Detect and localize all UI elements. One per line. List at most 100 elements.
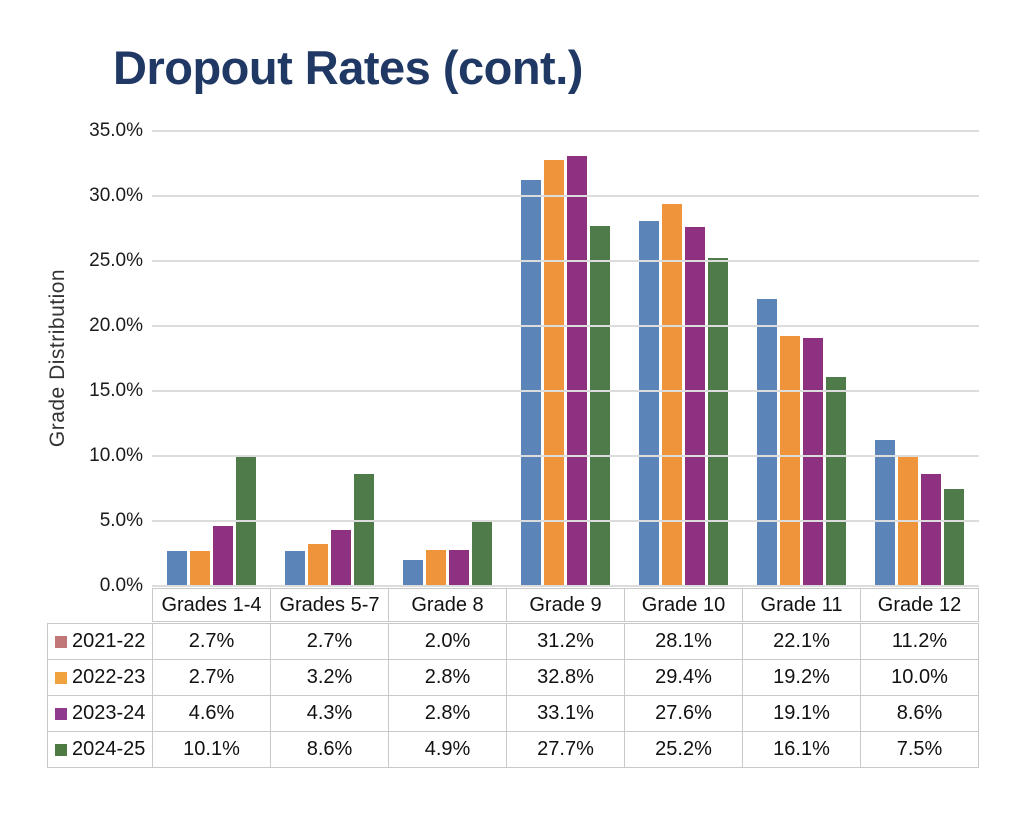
page-title: Dropout Rates (cont.) (113, 41, 583, 94)
column-header-grade-11: Grade 11 (743, 589, 860, 621)
bar-2021-22-grades-5-7 (284, 550, 305, 586)
legend-label: 2022-23 (72, 666, 146, 688)
value-cell-2022-23-grade-10: 29.4% (625, 660, 742, 695)
y-tick-label: 35.0% (89, 120, 143, 141)
gridline (152, 455, 979, 458)
legend-cell-2021-22: 2021-22 (48, 624, 152, 659)
y-tick-label: 20.0% (89, 315, 143, 337)
bar-2024-25-grades-5-7 (353, 474, 374, 586)
gridline (152, 260, 979, 262)
bar-2021-22-grade-9 (520, 180, 541, 586)
column-header-grade-12: Grade 12 (861, 589, 978, 621)
value-cell-2022-23-grades-5-7: 3.2% (271, 660, 388, 695)
column-header-grades-5-7: Grades 5-7 (271, 589, 388, 621)
bar-2023-24-grade-11 (803, 337, 824, 586)
legend-label: 2024-25 (72, 738, 146, 760)
bar-2021-22-grade-11 (757, 298, 778, 586)
legend-cell-2024-25: 2024-25 (48, 732, 152, 767)
bar-group-grade-9 (506, 131, 624, 586)
value-cell-2021-22-grades-5-7: 2.7% (271, 624, 388, 659)
bar-2021-22-grade-12 (875, 440, 896, 586)
y-tick-label: 30.0% (89, 185, 143, 206)
legend-swatch-icon (55, 707, 67, 720)
value-cell-2021-22-grade-12: 11.2% (861, 624, 978, 659)
y-tick-labels: 0.0% 5.0% 10.0% 15.0% 20.0% 25.0% 30.0% 35.0% (60, 120, 143, 596)
bar-group-grade-8 (388, 131, 506, 586)
value-cell-2022-23-grade-12: 10.0% (861, 660, 978, 695)
column-header-grade-10: Grade 10 (625, 589, 742, 621)
bar-group-grades-1-4 (152, 131, 270, 586)
bar-2023-24-grade-9 (566, 155, 587, 586)
bar-2023-24-grade-8 (448, 549, 469, 586)
table-body: 2021-22 2.7% 2.7% 2.0% 31.2% 28.1% 22.1% 11.2% 2… (47, 623, 979, 768)
value-cell-2022-23-grade-8: 2.8% (389, 660, 506, 695)
gridline (152, 130, 979, 132)
gridline (152, 390, 979, 392)
bar-2022-23-grade-9 (543, 159, 564, 586)
legend-cell-2022-23: 2022-23 (48, 660, 152, 695)
value-cell-2024-25-grade-11: 16.1% (743, 732, 860, 767)
value-cell-2023-24-grades-5-7: 4.3% (271, 696, 388, 731)
table-header-row: Grades 1-4 Grades 5-7 Grade 8 Grade 9 Grade … (152, 588, 979, 622)
value-cell-2021-22-grade-11: 22.1% (743, 624, 860, 659)
gridline (152, 520, 979, 523)
column-header-grade-9: Grade 9 (507, 589, 624, 621)
bar-2022-23-grades-5-7 (307, 544, 328, 586)
value-cell-2022-23-grades-1-4: 2.7% (153, 660, 270, 695)
value-cell-2021-22-grade-9: 31.2% (507, 624, 624, 659)
bar-2022-23-grades-1-4 (189, 550, 210, 586)
bar-2022-23-grade-8 (425, 549, 446, 586)
bar-2023-24-grades-5-7 (330, 530, 351, 586)
bar-2024-25-grade-8 (471, 522, 492, 586)
bar-group-grade-12 (861, 131, 979, 586)
value-cell-2021-22-grade-10: 28.1% (625, 624, 742, 659)
bar-2022-23-grade-10 (662, 203, 683, 586)
bar-2021-22-grades-1-4 (166, 550, 187, 586)
bar-2024-25-grade-12 (944, 488, 965, 586)
value-cell-2021-22-grade-8: 2.0% (389, 624, 506, 659)
bar-2022-23-grade-11 (780, 336, 801, 586)
gridline (152, 325, 979, 328)
bar-group-grade-10 (625, 131, 743, 586)
value-cell-2022-23-grade-9: 32.8% (507, 660, 624, 695)
legend-swatch-icon (55, 635, 67, 648)
value-cell-2023-24-grade-9: 33.1% (507, 696, 624, 731)
gridline (152, 585, 979, 587)
legend-cell-2023-24: 2023-24 (48, 696, 152, 731)
column-header-grade-8: Grade 8 (389, 589, 506, 621)
bar-2024-25-grade-10 (708, 258, 729, 586)
y-tick-label: 25.0% (89, 250, 143, 271)
y-tick-label: 0.0% (99, 575, 143, 596)
legend-swatch-icon (55, 671, 67, 684)
bar-group-grades-5-7 (270, 131, 388, 586)
legend-swatch-icon (55, 743, 67, 756)
value-cell-2024-25-grade-9: 27.7% (507, 732, 624, 767)
value-cell-2023-24-grades-1-4: 4.6% (153, 696, 270, 731)
value-cell-2023-24-grade-11: 19.1% (743, 696, 860, 731)
value-cell-2024-25-grade-8: 4.9% (389, 732, 506, 767)
y-tick-label: 15.0% (89, 380, 143, 401)
bar-2023-24-grade-12 (921, 474, 942, 586)
gridline (152, 195, 979, 197)
plot-area (152, 130, 979, 587)
value-cell-2024-25-grades-1-4: 10.1% (153, 732, 270, 767)
bar-2021-22-grade-8 (402, 560, 423, 586)
bar-2024-25-grade-9 (589, 225, 610, 586)
legend-label: 2023-24 (72, 702, 146, 724)
value-cell-2024-25-grades-5-7: 8.6% (271, 732, 388, 767)
bar-2021-22-grade-10 (639, 220, 660, 586)
value-cell-2023-24-grade-10: 27.6% (625, 696, 742, 731)
bars-layer (152, 131, 979, 586)
value-cell-2022-23-grade-11: 19.2% (743, 660, 860, 695)
bar-2023-24-grade-10 (685, 227, 706, 586)
value-cell-2024-25-grade-10: 25.2% (625, 732, 742, 767)
value-cell-2024-25-grade-12: 7.5% (861, 732, 978, 767)
bar-2024-25-grade-11 (826, 376, 847, 586)
value-cell-2021-22-grades-1-4: 2.7% (153, 624, 270, 659)
y-tick-label: 5.0% (99, 510, 143, 532)
value-cell-2023-24-grade-12: 8.6% (861, 696, 978, 731)
value-cell-2023-24-grade-8: 2.8% (389, 696, 506, 731)
bar-2023-24-grades-1-4 (212, 526, 233, 586)
legend-label: 2021-22 (72, 630, 146, 652)
